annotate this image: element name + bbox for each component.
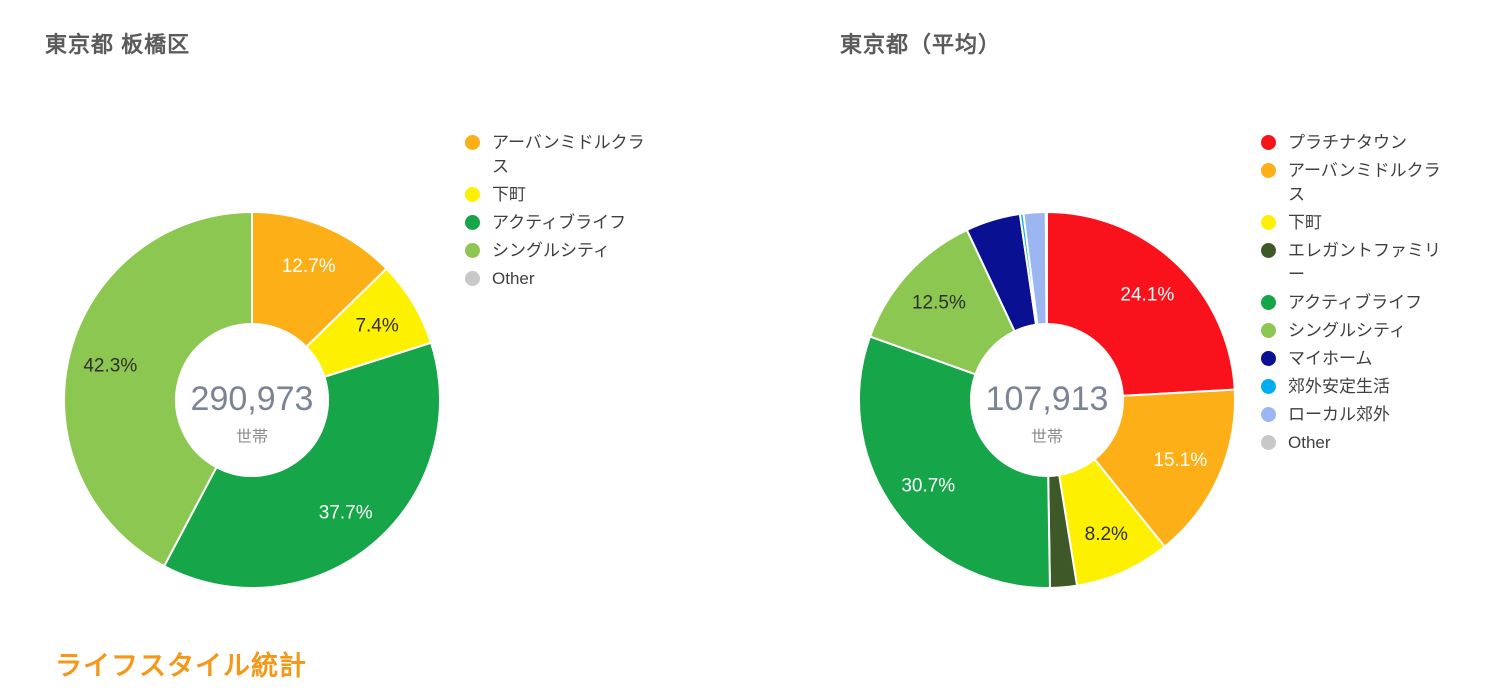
legend-swatch [1261,379,1276,394]
slice-percent-label: 24.1% [1120,285,1174,306]
donut-chart-tokyo-average: 24.1% 15.1% 8.2% 30.7% 12.5% 107,913 世帯 [852,205,1242,595]
legend-swatch [1261,243,1276,258]
legend-label: アーバンミドルクラス [1288,161,1441,204]
legend-swatch [465,187,480,202]
legend-tokyo-average: プラチナタウンアーバンミドルクラス下町エレガントファミリーアクティブライフ シング… [1261,131,1450,459]
legend-label: ローカル郊外 [1288,405,1390,424]
legend-item-9[interactable]: Other [1261,431,1450,455]
pie-slice-0[interactable] [251,211,388,348]
pie-slice-9[interactable] [1044,210,1048,325]
legend-item-2[interactable]: アクティブライフ [465,211,654,235]
legend-label: アーバンミドルクラス [492,133,645,176]
legend-item-4[interactable]: アクティブライフ [1261,291,1450,315]
legend-swatch [1261,407,1276,422]
legend-swatch [465,271,480,286]
legend-item-6[interactable]: マイホーム [1261,347,1450,371]
slice-percent-label: 12.7% [282,256,336,277]
slice-percent-label: 12.5% [912,292,966,313]
donut-svg: 24.1% 15.1% 8.2% 30.7% 12.5% 107,913 世帯 [858,210,1237,589]
legend-label: Other [492,269,535,288]
legend-item-1[interactable]: アーバンミドルクラス [1261,159,1450,207]
slice-percent-label: 7.4% [355,315,398,336]
center-household-count: 107,913 [986,380,1109,418]
legend-item-7[interactable]: 郊外安定生活 [1261,375,1450,399]
legend-item-2[interactable]: 下町 [1261,211,1450,235]
legend-label: エレガントファミリー [1288,241,1441,284]
chart-title-tokyo-average: 東京都（平均） [840,32,1002,57]
legend-label: シングルシティ [1288,321,1406,340]
center-household-unit: 世帯 [236,428,268,446]
legend-label: 下町 [492,185,526,204]
pie-slice-4[interactable] [858,335,1051,589]
legend-item-8[interactable]: ローカル郊外 [1261,403,1450,427]
legend-swatch [1261,135,1276,150]
legend-label: 下町 [1288,213,1322,232]
donut-svg: 12.7% 7.4% 37.7% 42.3% 290,973 世帯 [63,211,441,590]
legend-item-0[interactable]: アーバンミドルクラス [465,131,654,179]
legend-label: マイホーム [1288,349,1373,368]
slice-percent-label: 30.7% [901,476,955,497]
legend-swatch [465,135,480,150]
legend-item-3[interactable]: シングルシティ [465,239,654,263]
pie-slice-3[interactable] [63,211,253,568]
legend-label: シングルシティ [492,241,610,260]
legend-label: Other [1288,433,1331,452]
legend-swatch [465,243,480,258]
legend-item-5[interactable]: シングルシティ [1261,319,1450,343]
slice-percent-label: 15.1% [1153,450,1207,471]
legend-label: アクティブライフ [1288,293,1423,312]
donut-chart-itabashi: 12.7% 7.4% 37.7% 42.3% 290,973 世帯 [57,205,447,595]
legend-label: 郊外安定生活 [1288,377,1390,396]
slice-percent-label: 37.7% [319,503,373,524]
legend-item-0[interactable]: プラチナタウン [1261,131,1450,155]
legend-swatch [1261,351,1276,366]
legend-swatch [465,215,480,230]
legend-item-1[interactable]: 下町 [465,183,654,207]
legend-label: プラチナタウン [1288,133,1407,152]
legend-swatch [1261,295,1276,310]
page-footer-title: ライフスタイル統計 [55,651,307,681]
center-household-count: 290,973 [191,380,314,418]
legend-swatch [1261,215,1276,230]
legend-label: アクティブライフ [492,213,627,232]
slice-percent-label: 8.2% [1085,524,1128,545]
legend-itabashi: アーバンミドルクラス下町アクティブライフ シングルシティ Other [465,131,654,295]
legend-item-3[interactable]: エレガントファミリー [1261,239,1450,287]
chart-title-itabashi: 東京都 板橋区 [45,32,191,57]
legend-swatch [1261,435,1276,450]
legend-swatch [1261,323,1276,338]
pie-slice-2[interactable] [163,341,441,590]
slice-percent-label: 42.3% [83,355,137,376]
legend-swatch [1261,163,1276,178]
pie-slice-0[interactable] [1046,211,1236,397]
pie-slice-1[interactable] [1093,388,1237,548]
center-household-unit: 世帯 [1031,428,1063,446]
legend-item-4[interactable]: Other [465,267,654,291]
